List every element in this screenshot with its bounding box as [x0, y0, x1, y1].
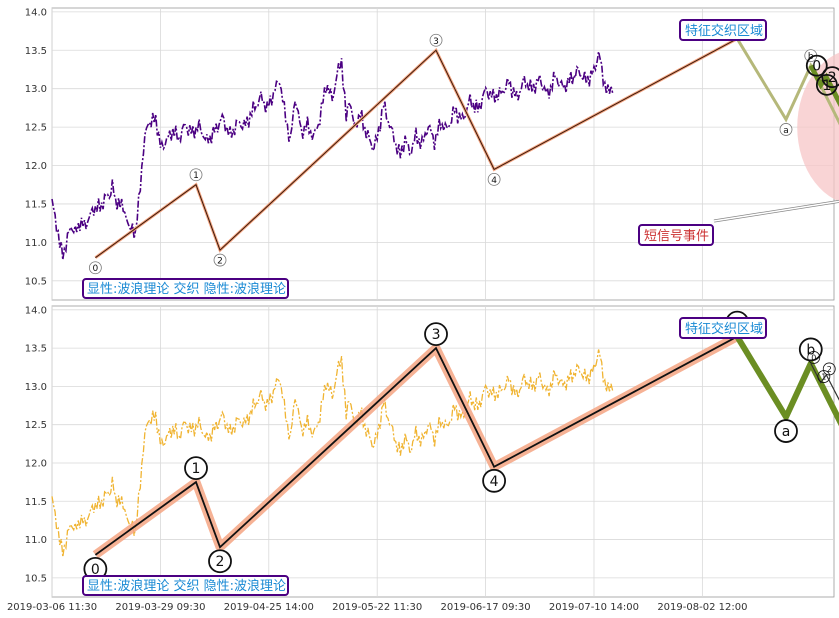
wave-label-3: 3	[433, 37, 439, 47]
region-label-text: 特征交织区域	[685, 321, 763, 337]
x-tick-label: 2019-08-02 12:00	[657, 602, 747, 613]
y-tick-label: 11.0	[25, 535, 47, 546]
sub-wave-line	[808, 64, 839, 108]
x-tick-label: 2019-05-22 11:30	[332, 602, 422, 613]
region-label-box	[679, 19, 767, 41]
y-tick-label: 11.0	[25, 238, 47, 249]
y-tick-label: 14.0	[25, 305, 47, 316]
wave-label-circle-2	[208, 549, 232, 574]
region-label-text: 特征交织区域	[685, 23, 763, 39]
wave-label-b: b	[806, 342, 815, 358]
region-label-box	[679, 317, 767, 339]
wave-label-a: a	[782, 424, 791, 440]
wave-label-a: a	[783, 126, 789, 136]
impulse-wave-line	[94, 335, 738, 556]
y-tick-label: 13.5	[25, 46, 47, 57]
y-tick-label: 11.5	[25, 199, 47, 210]
wave-label-circle-4	[482, 468, 507, 493]
wave-label-1: 1	[192, 461, 201, 477]
pattern-label-text: 显性:波浪理论 交织 隐性:波浪理论	[87, 578, 286, 594]
x-tick-label: 2019-03-29 09:30	[115, 602, 205, 613]
signal-label-box	[638, 224, 714, 246]
y-tick-label: 12.5	[25, 123, 47, 134]
sub-wave-circle-0	[805, 54, 828, 77]
sub-wave-circle-2	[822, 362, 836, 376]
y-tick-label: 11.5	[25, 497, 47, 508]
plot-frame	[51, 7, 835, 301]
y-tick-label: 10.5	[25, 276, 47, 287]
feature-region-ellipse	[797, 52, 839, 202]
panel-1: 10.511.011.512.012.513.013.514.0012345ab…	[25, 7, 839, 301]
wave-label-circle-1	[184, 456, 208, 481]
wave-label-2: 2	[216, 554, 225, 570]
y-tick-label: 13.5	[25, 344, 47, 355]
pattern-label-box	[82, 278, 289, 299]
corrective-wave-line	[734, 335, 839, 427]
wave-label-0: 0	[91, 562, 100, 578]
wave-label-3: 3	[432, 327, 441, 343]
panel-2: 10.511.011.512.012.513.013.514.0012345ab…	[25, 305, 839, 598]
wave-label-circle-3	[424, 322, 448, 347]
sub-wave-label-0: 0	[811, 353, 816, 362]
sub-wave-label-2: 2	[827, 365, 832, 374]
y-tick-label: 10.5	[25, 573, 47, 584]
wave-label-4: 4	[490, 474, 499, 490]
price-series-line	[51, 51, 614, 260]
x-tick-label: 2019-07-10 14:00	[549, 602, 639, 613]
pattern-label-text: 显性:波浪理论 交织 隐性:波浪理论	[87, 281, 286, 297]
x-tick-label: 2019-03-06 11:30	[7, 602, 97, 613]
y-tick-label: 14.0	[25, 7, 47, 18]
sub-wave-label-2: 2	[828, 70, 837, 86]
sub-wave-circle-0	[807, 351, 821, 364]
wave-label-circle-4	[487, 172, 501, 186]
signal-label-text: 短信号事件	[644, 229, 709, 244]
signal-pointer-inner	[713, 200, 839, 222]
y-tick-label: 12.5	[25, 420, 47, 431]
y-tick-label: 12.0	[25, 161, 47, 172]
wave-label-circle-0	[88, 261, 102, 275]
wave-label-1: 1	[193, 171, 199, 181]
sub-wave-circle-1	[815, 73, 838, 96]
x-tick-label: 2019-04-25 14:00	[224, 602, 314, 613]
y-tick-label: 13.0	[25, 84, 47, 95]
price-series-line	[51, 349, 614, 558]
y-tick-label: 12.0	[25, 458, 47, 469]
x-tick-label: 2019-06-17 09:30	[441, 602, 531, 613]
sub-wave-label-1: 1	[821, 373, 826, 382]
wave-label-2: 2	[217, 257, 223, 267]
wave-label-circle-a	[779, 123, 793, 136]
wave-label-4: 4	[491, 176, 497, 186]
impulse-wave-line	[95, 38, 738, 259]
wave-label-circle-2	[213, 253, 227, 267]
sub-wave-circle-2	[821, 66, 839, 89]
y-tick-label: 13.0	[25, 382, 47, 393]
pattern-label-box	[82, 575, 289, 596]
corrective-wave-line	[735, 37, 839, 126]
wave-label-circle-a	[774, 419, 798, 443]
wave-label-0: 0	[92, 264, 98, 274]
sub-wave-line	[810, 363, 839, 401]
sub-wave-label-0: 0	[812, 59, 821, 75]
wave-label-circle-b	[798, 337, 823, 362]
wave-label-circle-1	[189, 168, 203, 182]
wave-label-circle-3	[429, 33, 443, 47]
